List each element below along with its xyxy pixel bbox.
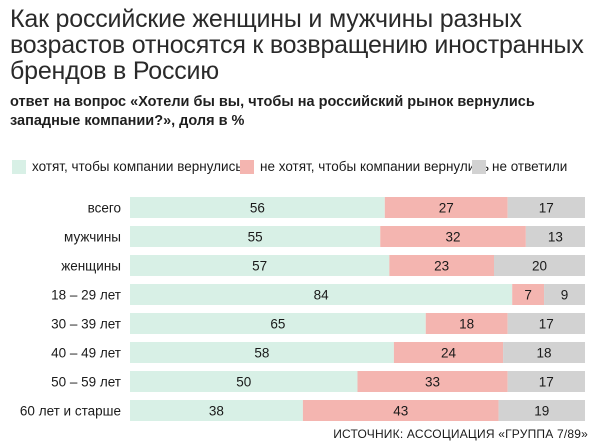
- bar-segment-no-answer: [507, 197, 585, 218]
- bar-segment-no-answer: [525, 226, 585, 247]
- chart-title: Как российские женщины и мужчины разных …: [10, 5, 584, 85]
- bar-segment-dont-want: [302, 400, 499, 421]
- data-label-no-answer: 18: [537, 346, 552, 361]
- category-label: 50 – 59 лет: [51, 375, 121, 390]
- legend-label-dont-want: не хотят, чтобы компании вернулись: [260, 159, 490, 174]
- category-label: женщины: [61, 259, 121, 274]
- legend-swatch-dont-want: [240, 159, 254, 174]
- bar-segment-no-answer: [544, 284, 585, 305]
- legend-item-want: хотят, чтобы компании вернулись: [12, 159, 242, 174]
- bar-segment-want: [130, 284, 513, 305]
- data-label-no-answer: 17: [539, 375, 554, 390]
- data-label-want: 58: [254, 346, 269, 361]
- category-label: мужчины: [64, 230, 121, 245]
- data-label-dont-want: 27: [439, 201, 454, 216]
- bar-segment-want: [130, 226, 381, 247]
- bar-segment-no-answer: [507, 371, 585, 392]
- data-label-want: 50: [236, 375, 251, 390]
- legend: хотят, чтобы компании вернулись не хотят…: [0, 159, 600, 181]
- bar-segment-want: [130, 342, 394, 363]
- category-label: 40 – 49 лет: [51, 346, 121, 361]
- data-label-no-answer: 17: [539, 317, 554, 332]
- data-label-dont-want: 7: [524, 288, 532, 303]
- bar-segment-want: [130, 313, 426, 334]
- data-label-no-answer: 9: [561, 288, 569, 303]
- bar-segment-no-answer: [498, 400, 585, 421]
- bar-segment-no-answer: [503, 342, 585, 363]
- data-label-dont-want: 24: [441, 346, 457, 361]
- data-label-want: 57: [252, 259, 267, 274]
- data-label-dont-want: 43: [393, 404, 408, 419]
- legend-swatch-want: [12, 159, 26, 174]
- bar-segment-dont-want: [512, 284, 545, 305]
- bar-segment-dont-want: [425, 313, 508, 334]
- category-label: 60 лет и старше: [20, 404, 121, 419]
- bar-segment-dont-want: [380, 226, 526, 247]
- bar-segment-no-answer: [507, 313, 585, 334]
- data-label-dont-want: 18: [459, 317, 474, 332]
- data-label-dont-want: 33: [425, 375, 440, 390]
- source-note: ИСТОЧНИК: АССОЦИАЦИЯ «ГРУППА 7/89»: [333, 427, 588, 441]
- data-label-want: 84: [314, 288, 330, 303]
- legend-label-no-answer: не ответили: [492, 159, 568, 174]
- chart-subtitle: ответ на вопрос «Хотели бы вы, чтобы на …: [10, 94, 535, 129]
- data-label-no-answer: 17: [539, 201, 554, 216]
- bar-segment-dont-want: [384, 197, 508, 218]
- category-label: 18 – 29 лет: [51, 288, 121, 303]
- legend-label-want: хотят, чтобы компании вернулись: [32, 159, 243, 174]
- legend-item-dont-want: не хотят, чтобы компании вернулись: [240, 159, 489, 174]
- data-label-no-answer: 19: [534, 404, 549, 419]
- bar-segment-want: [130, 255, 390, 276]
- bar-segment-want: [130, 400, 303, 421]
- bar-segment-no-answer: [494, 255, 585, 276]
- data-label-dont-want: 32: [446, 230, 461, 245]
- legend-item-no-answer: не ответили: [472, 159, 567, 174]
- data-label-dont-want: 23: [434, 259, 449, 274]
- bar-segment-dont-want: [357, 371, 508, 392]
- bar-segment-want: [130, 371, 358, 392]
- data-label-want: 55: [248, 230, 263, 245]
- bar-segment-want: [130, 197, 385, 218]
- data-label-no-answer: 20: [532, 259, 547, 274]
- bar-segment-dont-want: [389, 255, 494, 276]
- data-label-want: 38: [209, 404, 224, 419]
- data-label-want: 56: [250, 201, 265, 216]
- data-label-want: 65: [270, 317, 285, 332]
- legend-swatch-no-answer: [472, 159, 486, 174]
- data-label-no-answer: 13: [548, 230, 563, 245]
- category-label: всего: [88, 201, 121, 216]
- category-label: 30 – 39 лет: [51, 317, 121, 332]
- bar-segment-dont-want: [393, 342, 504, 363]
